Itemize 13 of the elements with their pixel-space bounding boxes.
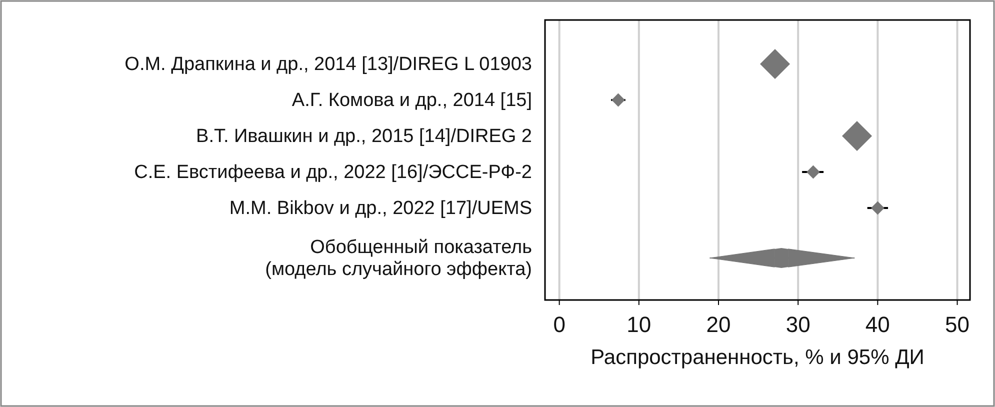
x-tick-label: 40	[865, 312, 890, 337]
x-axis-title: Распространенность, % и 95% ДИ	[590, 346, 924, 369]
y-tick-label: В.Т. Ивашкин и др., 2015 [14]/DIREG 2	[196, 126, 532, 147]
y-tick-label: С.Е. Евстифеева и др., 2022 [16]/ЭССЕ-РФ-2	[134, 162, 532, 183]
x-tick-label: 20	[706, 312, 731, 337]
x-tick-label: 0	[553, 312, 566, 337]
x-tick-label: 10	[626, 312, 652, 337]
x-tick-label: 30	[786, 312, 810, 337]
y-tick-label: О.М. Драпкина и др., 2014 [13]/DIREG L 01903	[124, 54, 532, 75]
x-tick-label: 50	[945, 312, 970, 337]
y-tick-label: M.M. Bikbov и др., 2022 [17]/UEMS	[229, 198, 532, 219]
y-tick-label: А.Г. Комова и др., 2014 [15]	[292, 90, 532, 111]
y-tick-label: Обобщенный показатель (модель случайного эффекта)	[265, 237, 532, 280]
